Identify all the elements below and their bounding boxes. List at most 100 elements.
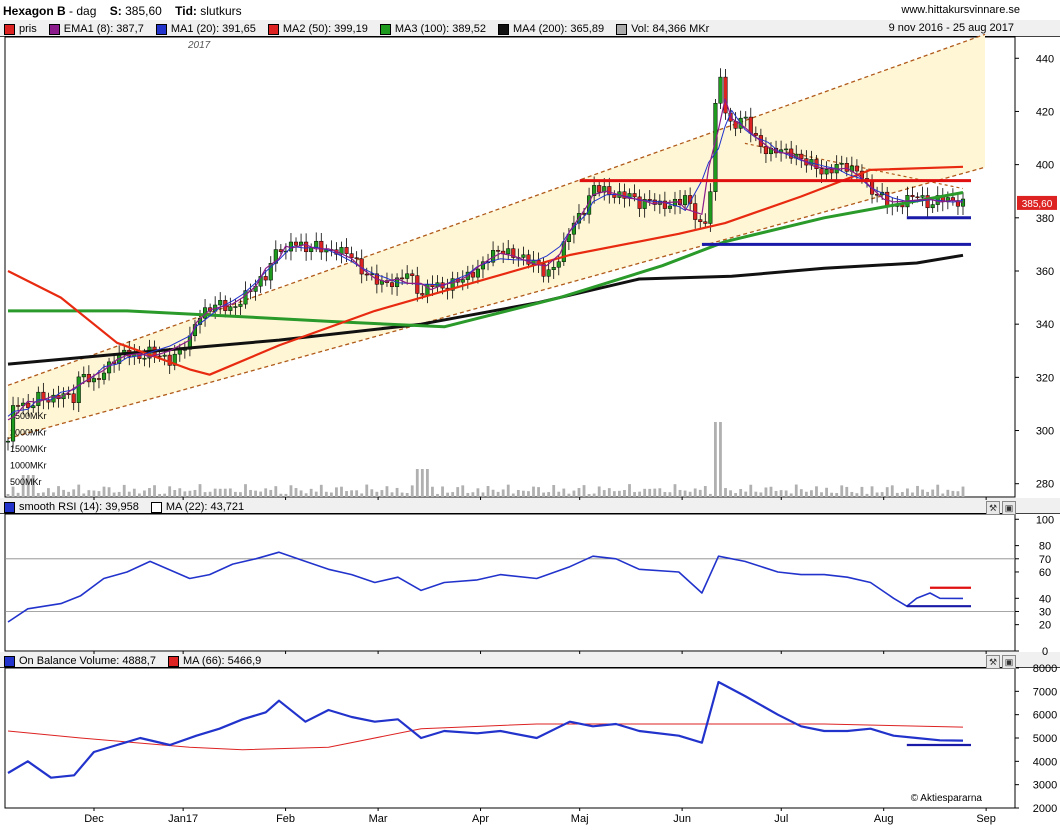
volume-bar (97, 491, 101, 497)
candle-body (96, 378, 102, 380)
volume-bar (779, 490, 783, 497)
volume-bar (239, 492, 242, 497)
legend-item: EMA1 (8): 387,7 (48, 23, 144, 35)
volume-bar (11, 486, 15, 497)
volume-bar (178, 488, 182, 497)
volume-bar (415, 469, 419, 497)
candle-body (622, 191, 627, 199)
obv-legend: On Balance Volume: 4888,7 MA (66): 5466,9 (4, 654, 273, 668)
volume-bar (764, 487, 768, 497)
candle-body (662, 200, 667, 209)
legend-item: MA (66): 5466,9 (167, 655, 262, 667)
volume-bar (193, 489, 197, 497)
settings-icon[interactable]: ⚒ (986, 501, 1000, 515)
volume-bar (941, 493, 945, 497)
volume-bar (324, 491, 328, 497)
volume-bar (663, 491, 667, 497)
s-label: S: (109, 4, 122, 18)
volume-bar (658, 488, 662, 497)
x-tick-label: Jan17 (168, 813, 198, 825)
candle-body (66, 393, 71, 395)
volume-bar (329, 492, 333, 497)
volume-bar (653, 488, 657, 497)
volume-bar (223, 488, 227, 497)
candle-body (36, 391, 41, 406)
legend-bar-bg (0, 498, 1060, 513)
volume-bar (87, 490, 91, 497)
volume-tick-label: 1000MKr (10, 461, 47, 471)
volume-bar (375, 491, 379, 497)
volume-bar (724, 488, 727, 497)
candle-body (364, 273, 369, 276)
x-tick-label: Apr (472, 813, 489, 825)
rsi-line (7, 551, 964, 623)
candle-body (743, 116, 748, 119)
y-tick-label: 440 (1036, 53, 1054, 65)
y-tick-label: 360 (1036, 266, 1054, 278)
volume-bar (521, 490, 525, 497)
candle-body (698, 219, 703, 222)
volume-bar (562, 488, 566, 497)
y-tick-label: 4000 (1033, 756, 1057, 768)
candle-body (475, 268, 480, 278)
candle-body (405, 273, 410, 279)
obv-line (7, 680, 964, 779)
volume-bar (188, 490, 192, 497)
volume-bar (486, 486, 490, 497)
legend-swatch (155, 23, 167, 35)
volume-bar (446, 492, 450, 497)
candle-body (561, 241, 566, 262)
y-tick-label: 280 (1036, 479, 1054, 491)
candle-body (829, 169, 834, 174)
candle-body (506, 248, 511, 255)
resize-icon[interactable]: ▣ (1002, 655, 1016, 669)
volume-bar (294, 488, 298, 497)
volume-bar (506, 484, 510, 497)
volume-bar (249, 489, 252, 497)
last-price-tag (1017, 195, 1057, 210)
candle-body (521, 254, 526, 258)
y-tick-label: 5000 (1033, 733, 1057, 745)
candle-body (319, 240, 324, 253)
watermark: © Aktiespararna (910, 793, 982, 804)
volume-bar (951, 490, 955, 497)
x-tick-label: Mar (369, 813, 388, 825)
volume-bar (926, 491, 930, 497)
volume-bar (532, 486, 535, 497)
candle-body (753, 133, 758, 136)
volume-tick-label: 1500MKr (10, 444, 47, 454)
volume-bar (148, 488, 151, 497)
legend-bar-bg (0, 20, 1060, 36)
legend-label: MA3 (100): 389,52 (394, 23, 486, 35)
volume-tick-label: 500MKr (10, 477, 42, 487)
candle-body (420, 293, 425, 296)
volume-bar (501, 489, 505, 497)
volume-bar (350, 490, 353, 497)
volume-bar (390, 492, 394, 497)
volume-bar (542, 492, 546, 497)
volume-bar (471, 492, 475, 497)
site-url[interactable]: www.hittakursvinnare.se (901, 4, 1020, 16)
volume-bar (132, 488, 136, 497)
volume-bar (425, 469, 429, 497)
volume-bar (112, 492, 116, 497)
volume-bar (860, 486, 864, 497)
volume-bar (420, 469, 424, 497)
volume-bar (451, 492, 455, 497)
candle-body (354, 257, 359, 260)
candle-body (546, 269, 551, 277)
volume-bar (153, 485, 156, 497)
settings-icon[interactable]: ⚒ (986, 655, 1000, 669)
x-tick-label: Sep (976, 813, 996, 825)
volume-bar (840, 485, 844, 497)
resize-icon[interactable]: ▣ (1002, 501, 1016, 515)
candle-body (400, 277, 405, 280)
candle-body (172, 353, 177, 366)
legend-label: MA (66): 5466,9 (182, 655, 262, 667)
volume-bar (961, 486, 965, 497)
candle-body (11, 405, 16, 442)
volume-bar (880, 492, 884, 497)
trend-channel-upper (7, 33, 986, 386)
volume-bar (900, 492, 904, 497)
year-label: 2017 (188, 40, 211, 51)
